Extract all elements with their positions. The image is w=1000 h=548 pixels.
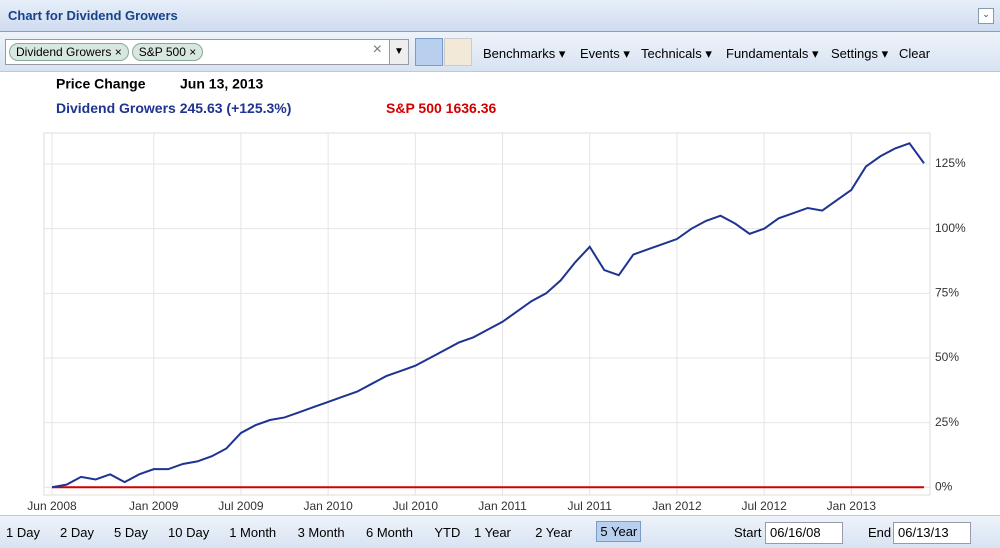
- x-tick-label: Jan 2012: [652, 499, 702, 513]
- x-tick-label: Jul 2012: [741, 499, 787, 513]
- tag-label: Dividend Growers: [16, 45, 112, 59]
- clear[interactable]: Clear: [899, 46, 931, 61]
- series-value: 1636.36: [446, 100, 497, 116]
- dropdown[interactable]: ▼: [389, 39, 409, 65]
- plot-frame: [43, 132, 931, 496]
- y-tick-label: 125%: [935, 156, 966, 170]
- range-button[interactable]: 10 Day: [168, 525, 210, 540]
- range-button[interactable]: 6 Month: [366, 525, 413, 540]
- x-tick-label: Jan 2013: [827, 499, 877, 513]
- range-button[interactable]: 3 Month: [297, 525, 345, 540]
- menu-label: Technicals: [641, 46, 702, 61]
- menu-label: Fundamentals: [726, 46, 809, 61]
- menu-label: Settings: [831, 46, 878, 61]
- x-tick-label: Jan 2010: [303, 499, 353, 513]
- window-title: Chart for Dividend Growers: [8, 8, 178, 23]
- range-button[interactable]: 1 Year: [474, 525, 511, 540]
- range-button[interactable]: 5 Year: [596, 521, 642, 542]
- range-button[interactable]: 1 Month: [229, 525, 277, 540]
- tag-box[interactable]: Dividend Growers × S&P 500 × ×: [5, 39, 391, 65]
- y-tick-label: 75%: [935, 285, 959, 299]
- range-button[interactable]: 1 Day: [6, 525, 40, 540]
- legend-entry: Dividend Growers 245.63 (+125.3%): [56, 100, 291, 116]
- legend-entry: S&P 500 1636.36: [386, 100, 496, 116]
- start-date[interactable]: 06/16/08: [765, 522, 843, 544]
- tag-label: S&P 500: [138, 45, 186, 59]
- end-date[interactable]: 06/13/13: [893, 522, 971, 544]
- y-tick-label: 50%: [935, 350, 959, 364]
- range-button[interactable]: 2 Day: [60, 525, 94, 540]
- range-bar: 1 Day 2 Day 5 Day 10 Day 1 Month 3 Month 6 Mon…: [0, 515, 1000, 548]
- legend-title: Price Change: [56, 76, 146, 92]
- range-button[interactable]: 2 Year: [535, 525, 573, 540]
- x-tick-label: Jan 2009: [129, 499, 179, 513]
- menu-label: Events: [580, 46, 620, 61]
- x-tick-label: Jun 2008: [27, 499, 77, 513]
- series-name: Dividend Growers: [56, 100, 176, 116]
- collapse[interactable]: ⌄: [978, 8, 994, 24]
- range-button[interactable]: 5 Day: [114, 525, 148, 540]
- clear-x[interactable]: ×: [372, 41, 382, 58]
- menu[interactable]: Events ▾: [580, 46, 630, 61]
- series-name: S&P 500: [386, 100, 442, 116]
- y-tick-label: 25%: [935, 415, 959, 429]
- menu[interactable]: Technicals ▾: [641, 46, 712, 61]
- tag[interactable]: S&P 500 ×: [131, 43, 204, 61]
- menu-label: Benchmarks: [483, 46, 556, 61]
- title-bar: Chart for Dividend Growers ⌄: [0, 0, 1000, 32]
- x-tick-label: Jul 2011: [567, 499, 612, 513]
- x-tick-label: Jul 2010: [393, 499, 439, 513]
- menu[interactable]: Benchmarks ▾: [483, 46, 566, 61]
- series-value: 245.63 (+125.3%): [180, 100, 292, 116]
- menu[interactable]: Settings ▾: [831, 46, 889, 61]
- start-label: Start: [734, 525, 762, 540]
- chart: Price Change Jun 13, 2013 Dividend Growe…: [27, 76, 966, 513]
- y-tick-label: 0%: [935, 479, 953, 493]
- end-label: End: [868, 525, 892, 540]
- x-tick-label: Jan 2011: [478, 499, 527, 513]
- tag[interactable]: Dividend Growers ×: [9, 43, 129, 61]
- range-button[interactable]: YTD: [434, 525, 461, 540]
- date: Jun 13, 2013: [180, 76, 263, 92]
- x-tick-label: Jul 2009: [218, 499, 264, 513]
- unlink-icon[interactable]: [444, 38, 472, 66]
- y-tick-label: 100%: [935, 221, 966, 235]
- series-line: [51, 142, 925, 489]
- toolbar: Dividend Growers × S&P 500 × × ▼ Benchmar…: [0, 32, 1000, 72]
- menu[interactable]: Fundamentals ▾: [726, 46, 819, 61]
- link-icon[interactable]: [415, 38, 443, 66]
